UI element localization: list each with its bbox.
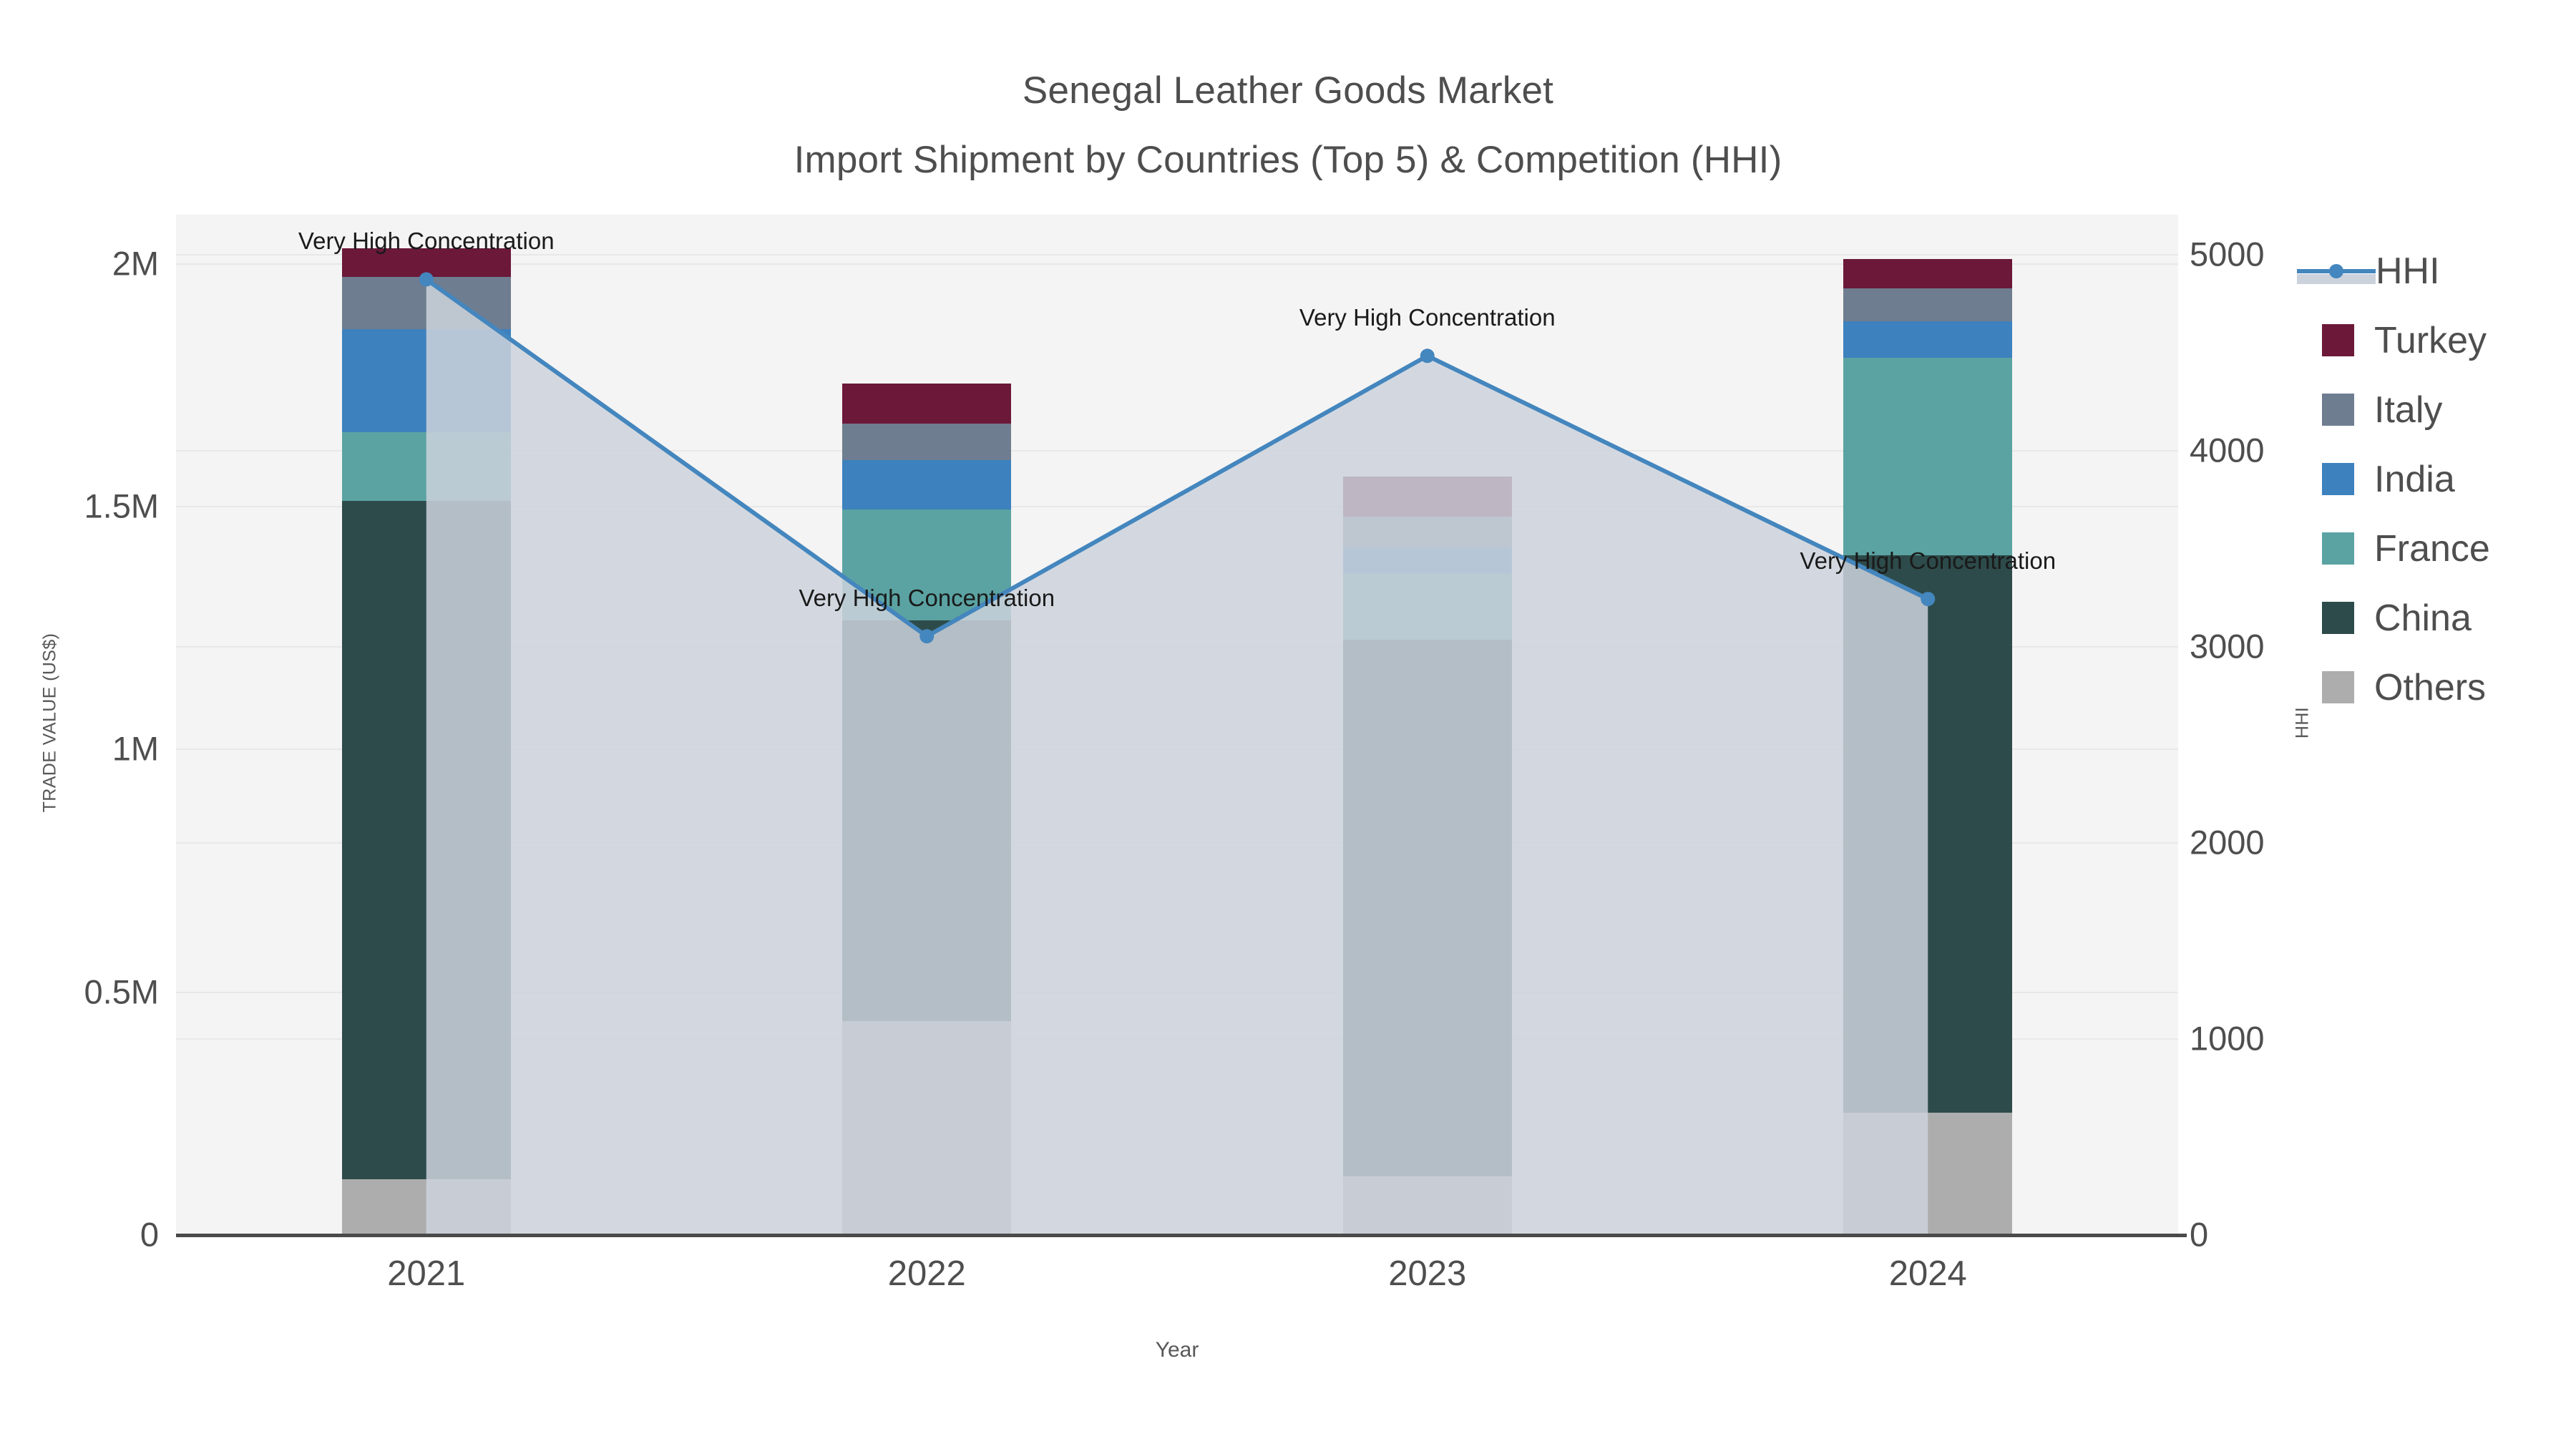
- legend-item-india[interactable]: India: [2322, 444, 2576, 514]
- bar-segment-turkey[interactable]: [1843, 259, 2013, 289]
- y-axis-right-tick-label: 5000: [2190, 235, 2265, 273]
- bar-segment-italy[interactable]: [341, 276, 511, 330]
- legend-swatch-icon: [2322, 324, 2354, 356]
- bar-segment-china[interactable]: [1342, 639, 1512, 1177]
- x-axis-tick-label: 2022: [887, 1254, 966, 1293]
- bar-segment-china[interactable]: [842, 620, 1012, 1022]
- bar-segment-italy[interactable]: [842, 424, 1012, 460]
- legend-item-label: India: [2374, 458, 2455, 500]
- bar-segment-france[interactable]: [341, 432, 511, 501]
- y-axis-right-tick-label: 1000: [2190, 1019, 2265, 1058]
- legend-item-hhi[interactable]: HHI: [2297, 236, 2576, 306]
- bar-segment-others[interactable]: [1342, 1176, 1512, 1234]
- bar-segment-china[interactable]: [341, 500, 511, 1179]
- legend-item-label: HHI: [2376, 250, 2440, 292]
- legend-item-label: Italy: [2374, 389, 2443, 431]
- x-axis-tick-label: 2021: [387, 1254, 466, 1293]
- legend-swatch-icon: [2322, 602, 2354, 634]
- y-axis-left-ticks: 0 0.5M 1M 1.5M 2M: [0, 0, 160, 1449]
- y-axis-left-tick-label: 2M: [112, 244, 159, 283]
- x-axis-title: Year: [1155, 1338, 1199, 1362]
- y-axis-right-tick-label: 2000: [2190, 823, 2265, 862]
- bar-segment-france[interactable]: [1342, 572, 1512, 640]
- y-axis-left-tick-label: 0.5M: [84, 972, 160, 1011]
- bar-segment-turkey[interactable]: [1342, 476, 1512, 517]
- bar-stack[interactable]: [1342, 215, 1512, 1234]
- bar-segment-others[interactable]: [1843, 1113, 2013, 1234]
- bar-segment-india[interactable]: [1342, 547, 1512, 573]
- y-axis-left-tick-label: 1.5M: [84, 487, 160, 525]
- legend-line-key-icon: [2297, 255, 2376, 287]
- bar-stack[interactable]: [341, 215, 511, 1234]
- bar-segment-others[interactable]: [842, 1021, 1012, 1234]
- y-axis-left-tick-label: 0: [140, 1215, 159, 1254]
- legend-item-label: France: [2374, 527, 2490, 570]
- legend-item-china[interactable]: China: [2322, 583, 2576, 653]
- x-axis-baseline: [176, 1234, 2187, 1237]
- bar-segment-italy[interactable]: [1342, 517, 1512, 547]
- gridline: [176, 263, 2178, 265]
- bar-segment-india[interactable]: [341, 329, 511, 432]
- plot-area: [176, 215, 2178, 1236]
- legend-swatch-icon: [2322, 463, 2354, 495]
- bar-segment-italy[interactable]: [1843, 288, 2013, 322]
- y-axis-right-ticks: 0 1000 2000 3000 4000 5000: [2190, 0, 2404, 1449]
- y-axis-right-title: HHI: [2292, 706, 2313, 739]
- bar-segment-india[interactable]: [1843, 321, 2013, 358]
- concentration-annotation: Very High Concentration: [1800, 547, 2057, 575]
- legend-item-others[interactable]: Others: [2322, 653, 2576, 722]
- chart-title-block: Senegal Leather Goods Market Import Ship…: [0, 56, 2576, 195]
- concentration-annotation: Very High Concentration: [298, 228, 555, 255]
- legend-item-label: China: [2374, 597, 2472, 639]
- bar-segment-others[interactable]: [341, 1179, 511, 1234]
- chart-subtitle: Import Shipment by Countries (Top 5) & C…: [794, 139, 1782, 181]
- bar-stack[interactable]: [1843, 215, 2013, 1234]
- bar-segment-turkey[interactable]: [341, 248, 511, 277]
- concentration-annotation: Very High Concentration: [1299, 304, 1556, 331]
- legend-swatch-icon: [2322, 532, 2354, 565]
- legend-item-turkey[interactable]: Turkey: [2322, 306, 2576, 375]
- gridline: [176, 253, 2178, 255]
- hhi-line[interactable]: [425, 277, 1929, 639]
- bar-stack[interactable]: [842, 215, 1012, 1234]
- y-axis-left-tick-label: 1M: [112, 729, 159, 768]
- y-axis-right-tick-label: 3000: [2190, 627, 2265, 665]
- legend-swatch-icon: [2322, 394, 2354, 426]
- bar-segment-turkey[interactable]: [842, 384, 1012, 424]
- legend-item-label: Others: [2374, 666, 2487, 708]
- legend-item-france[interactable]: France: [2322, 514, 2576, 583]
- y-axis-right-tick-label: 0: [2190, 1215, 2209, 1254]
- legend-swatch-icon: [2322, 671, 2354, 703]
- y-axis-right-tick-label: 4000: [2190, 431, 2265, 469]
- legend-item-label: Turkey: [2374, 319, 2487, 361]
- bar-segment-china[interactable]: [1843, 555, 2013, 1113]
- x-axis-tick-label: 2024: [1888, 1254, 1967, 1293]
- bar-segment-france[interactable]: [1843, 357, 2013, 556]
- hhi-area-fill: [426, 279, 1928, 1235]
- x-axis-tick-label: 2023: [1388, 1254, 1467, 1293]
- legend-item-italy[interactable]: Italy: [2322, 375, 2576, 444]
- bar-segment-india[interactable]: [842, 459, 1012, 509]
- concentration-annotation: Very High Concentration: [799, 585, 1055, 612]
- legend: HHI Turkey Italy India France China Others: [2297, 236, 2576, 722]
- y-axis-left-title: TRADE VALUE (US$): [39, 633, 60, 813]
- chart-title: Senegal Leather Goods Market: [1022, 69, 1554, 112]
